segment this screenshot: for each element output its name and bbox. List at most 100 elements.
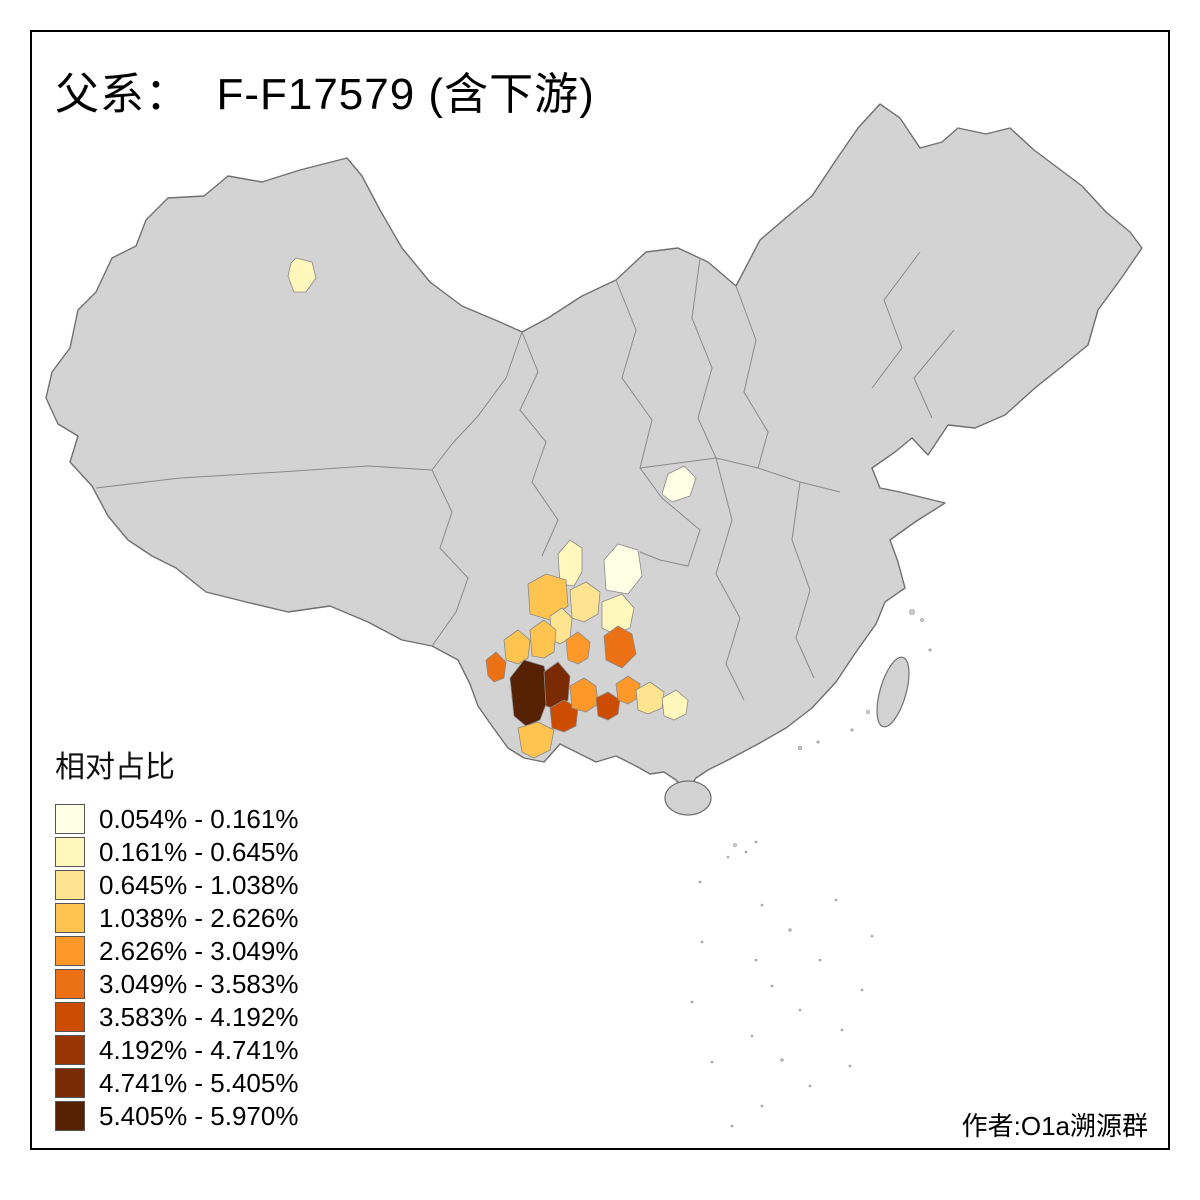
legend-swatch [55, 936, 85, 966]
island-dot [730, 1124, 734, 1128]
island-dot [780, 1058, 784, 1062]
legend-swatch [55, 1101, 85, 1131]
island-dot [848, 1064, 852, 1068]
region-sichuan-northeast [603, 543, 643, 595]
island-dot [808, 1084, 812, 1088]
legend-items: 0.054% - 0.161% 0.161% - 0.645% 0.645% - 1… [55, 804, 298, 1131]
island-dot [754, 958, 758, 962]
legend-title: 相对占比 [55, 751, 175, 784]
author-credit: 作者:O1a溯源群 [961, 1111, 1148, 1141]
legend-label: 5.405% - 5.970% [99, 1100, 299, 1131]
province-border-line [715, 457, 745, 701]
island-dot [770, 984, 774, 988]
region-yunnan-west [485, 651, 507, 683]
island-dot [840, 1028, 844, 1032]
province-border-line [639, 457, 841, 493]
island-dot [788, 928, 792, 932]
region-sichuan-east [569, 581, 601, 623]
province-border-line [431, 469, 469, 647]
island-dot [744, 850, 748, 854]
island-dot [920, 618, 924, 622]
region-guizhou-west [569, 677, 599, 713]
legend-swatch [55, 870, 85, 900]
china-mainland [45, 103, 1143, 793]
legend-item: 0.054% - 0.161% [55, 804, 298, 834]
legend-item: 2.626% - 3.049% [55, 936, 298, 966]
island-dot [726, 855, 730, 859]
province-border-line [791, 481, 815, 679]
island-dot [909, 609, 915, 615]
region-yunnan-northeast [565, 631, 591, 665]
region-guizhou-east [615, 675, 641, 705]
province-border-line [871, 251, 921, 389]
island-dot [850, 728, 854, 732]
legend-label: 4.741% - 5.405% [99, 1067, 299, 1098]
island-dot [866, 710, 870, 714]
small-islands [690, 609, 932, 1128]
island-dot [816, 740, 820, 744]
legend-swatch [55, 804, 85, 834]
taiwan-island [876, 656, 910, 728]
legend-item: 1.038% - 2.626% [55, 903, 298, 933]
legend-swatch [55, 1035, 85, 1065]
legend-item: 0.645% - 1.038% [55, 870, 298, 900]
legend-swatch [55, 903, 85, 933]
island-dot [870, 934, 874, 938]
legend-label: 3.583% - 4.192% [99, 1001, 299, 1032]
island-dot [750, 1034, 754, 1038]
legend-swatch [55, 837, 85, 867]
province-border-line [431, 331, 523, 471]
legend-item: 0.161% - 0.645% [55, 837, 298, 867]
choropleth-regions [287, 257, 697, 759]
legend-label: 0.645% - 1.038% [99, 869, 299, 900]
hainan-island [664, 780, 712, 816]
region-yunnan-northwest [503, 629, 531, 665]
island-dot [733, 843, 737, 847]
province-border-line [519, 331, 559, 557]
island-dot [834, 898, 838, 902]
province-border-line [913, 329, 955, 419]
region-guangxi-west [635, 681, 665, 715]
legend-swatch [55, 969, 85, 999]
legend-item: 4.192% - 4.741% [55, 1035, 298, 1065]
legend-item: 3.583% - 4.192% [55, 1002, 298, 1032]
legend-label: 3.049% - 3.583% [99, 968, 299, 999]
region-yunnan-south [517, 721, 555, 759]
island-dot [760, 903, 764, 907]
legend-label: 1.038% - 2.626% [99, 902, 299, 933]
province-border-line [639, 497, 701, 567]
region-yunnan-north [529, 619, 557, 659]
page-title: 父系： F-F17579 (含下游) [55, 70, 595, 119]
legend-item: 5.405% - 5.970% [55, 1101, 298, 1131]
legend-swatch [55, 1068, 85, 1098]
province-border-line [95, 465, 433, 489]
province-borders [95, 251, 955, 701]
legend-label: 4.192% - 4.741% [99, 1034, 299, 1065]
island-dot [700, 940, 704, 944]
island-dot [754, 840, 758, 844]
island-dot [818, 958, 822, 962]
legend-swatch [55, 1002, 85, 1032]
province-border-line [735, 285, 769, 469]
legend-item: 4.741% - 5.405% [55, 1068, 298, 1098]
legend-label: 0.161% - 0.645% [99, 836, 299, 867]
island-dot [760, 1104, 764, 1108]
island-dot [690, 1000, 694, 1004]
region-guangxi-center [661, 689, 689, 721]
island-dot [860, 988, 864, 992]
province-border-line [691, 257, 717, 459]
legend-label: 2.626% - 3.049% [99, 935, 299, 966]
island-dot [797, 745, 803, 751]
legend-item: 3.049% - 3.583% [55, 969, 298, 999]
island-dot [798, 1008, 802, 1012]
region-xinjiang-spot [287, 257, 317, 293]
province-border-line [615, 279, 663, 499]
region-sichuan-north [557, 539, 583, 587]
island-dot [698, 880, 702, 884]
island-dot [928, 648, 932, 652]
legend: 相对占比 0.054% - 0.161% 0.161% - 0.645% 0.645… [55, 742, 298, 1134]
region-chongqing [603, 625, 637, 669]
region-shaanxi-south [661, 465, 697, 503]
legend-label: 0.054% - 0.161% [99, 803, 299, 834]
